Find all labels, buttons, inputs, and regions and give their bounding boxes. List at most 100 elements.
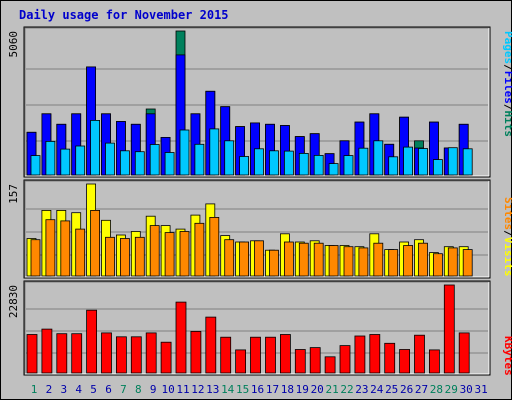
- bar-sites-29: [447, 247, 458, 277]
- bar-sites-25: [388, 249, 399, 277]
- bar-pages-14: [224, 140, 235, 176]
- bar-pages-24: [373, 140, 384, 176]
- bar-sites-13: [209, 216, 220, 277]
- bar-kbytes-1: [26, 334, 38, 374]
- bar-pages-19: [298, 152, 309, 176]
- x-tick-label-1: 1: [31, 383, 38, 396]
- x-tick-label-9: 9: [150, 383, 157, 396]
- bar-sites-27: [418, 242, 428, 277]
- bar-kbytes-11: [175, 301, 187, 374]
- y-tick-label: 5060: [7, 31, 20, 58]
- x-tick-label-10: 10: [161, 383, 174, 396]
- bar-pages-7: [120, 150, 130, 176]
- bar-sites-12: [194, 222, 205, 277]
- bar-kbytes-8: [130, 336, 142, 374]
- bar-kbytes-3: [56, 333, 68, 374]
- x-tick-label-23: 23: [355, 383, 368, 396]
- x-tick-label-11: 11: [176, 383, 189, 396]
- bar-pages-27: [418, 148, 428, 176]
- bar-kbytes-10: [160, 341, 172, 374]
- x-tick-label-24: 24: [370, 383, 384, 396]
- bar-kbytes-26: [399, 349, 411, 374]
- bar-kbytes-20: [309, 347, 321, 374]
- x-tick-label-28: 28: [430, 383, 443, 396]
- bar-kbytes-13: [205, 316, 217, 374]
- bar-sites-5: [90, 209, 100, 277]
- x-tick-label-29: 29: [445, 383, 458, 396]
- bar-kbytes-9: [145, 332, 157, 374]
- bar-pages-15: [239, 156, 250, 176]
- bar-pages-3: [60, 148, 71, 176]
- x-tick-label-30: 30: [460, 383, 473, 396]
- bar-kbytes-23: [354, 335, 366, 374]
- x-tick-label-27: 27: [415, 383, 428, 396]
- x-tick-label-8: 8: [135, 383, 142, 396]
- bar-kbytes-15: [235, 349, 247, 374]
- bar-pages-16: [254, 148, 264, 176]
- x-tick-label-2: 2: [46, 383, 53, 396]
- bar-kbytes-28: [428, 349, 440, 374]
- legend-hits: Hits: [502, 111, 512, 138]
- bar-kbytes-30: [458, 332, 470, 374]
- bar-pages-12: [194, 143, 205, 176]
- bar-sites-6: [105, 236, 115, 277]
- x-tick-label-26: 26: [400, 383, 413, 396]
- bar-pages-8: [134, 151, 145, 176]
- x-tick-label-31: 31: [474, 383, 487, 396]
- legend-hits-files-pages: Pages/Files/Hits: [502, 31, 512, 137]
- x-tick-label-5: 5: [90, 383, 97, 396]
- bar-sites-1: [30, 239, 41, 277]
- bar-pages-18: [283, 150, 294, 176]
- bar-sites-24: [373, 242, 384, 277]
- legend-visits: Visits: [502, 237, 512, 277]
- y-tick-label: 22830: [7, 285, 20, 318]
- bar-kbytes-14: [220, 336, 232, 374]
- bar-pages-6: [105, 142, 115, 176]
- bar-sites-11: [179, 231, 190, 277]
- bar-kbytes-22: [339, 345, 351, 374]
- bar-pages-26: [403, 146, 414, 176]
- x-tick-label-4: 4: [75, 383, 82, 396]
- bar-sites-8: [134, 236, 145, 277]
- legend-separator: /: [502, 230, 512, 237]
- bar-pages-10: [164, 152, 175, 176]
- x-tick-label-3: 3: [60, 383, 67, 396]
- bar-sites-16: [254, 240, 264, 277]
- bar-pages-22: [343, 155, 354, 176]
- bar-kbytes-24: [369, 334, 381, 374]
- x-tick-label-16: 16: [251, 383, 264, 396]
- bar-pages-30: [462, 148, 473, 176]
- x-tick-label-18: 18: [281, 383, 294, 396]
- x-tick-label-17: 17: [266, 383, 279, 396]
- bar-kbytes-2: [41, 328, 53, 374]
- bar-sites-4: [75, 228, 86, 277]
- bar-sites-21: [328, 245, 339, 277]
- bar-pages-5: [90, 120, 100, 176]
- x-tick-label-12: 12: [191, 383, 204, 396]
- legend-kbytes: KBytes: [502, 336, 512, 376]
- bar-sites-23: [358, 247, 369, 277]
- bar-sites-19: [298, 242, 309, 277]
- legend-pages: Pages: [502, 31, 512, 64]
- bar-sites-15: [239, 241, 250, 277]
- x-tick-label-15: 15: [236, 383, 249, 396]
- bar-kbytes-17: [265, 336, 276, 374]
- x-tick-label-7: 7: [120, 383, 127, 396]
- x-tick-label-22: 22: [340, 383, 353, 396]
- bar-pages-21: [328, 163, 339, 176]
- bar-sites-14: [224, 239, 235, 277]
- bar-pages-11: [179, 129, 190, 176]
- bar-kbytes-16: [250, 336, 261, 374]
- bar-sites-18: [283, 241, 294, 277]
- bar-pages-20: [313, 154, 324, 176]
- bar-pages-23: [358, 147, 369, 176]
- x-tick-label-19: 19: [296, 383, 309, 396]
- bar-kbytes-19: [294, 349, 306, 374]
- bar-sites-2: [45, 219, 56, 277]
- bar-kbytes-29: [443, 284, 455, 374]
- bar-pages-2: [45, 140, 56, 176]
- bar-kbytes-27: [414, 334, 425, 374]
- bar-sites-28: [432, 253, 443, 277]
- x-tick-label-20: 20: [311, 383, 324, 396]
